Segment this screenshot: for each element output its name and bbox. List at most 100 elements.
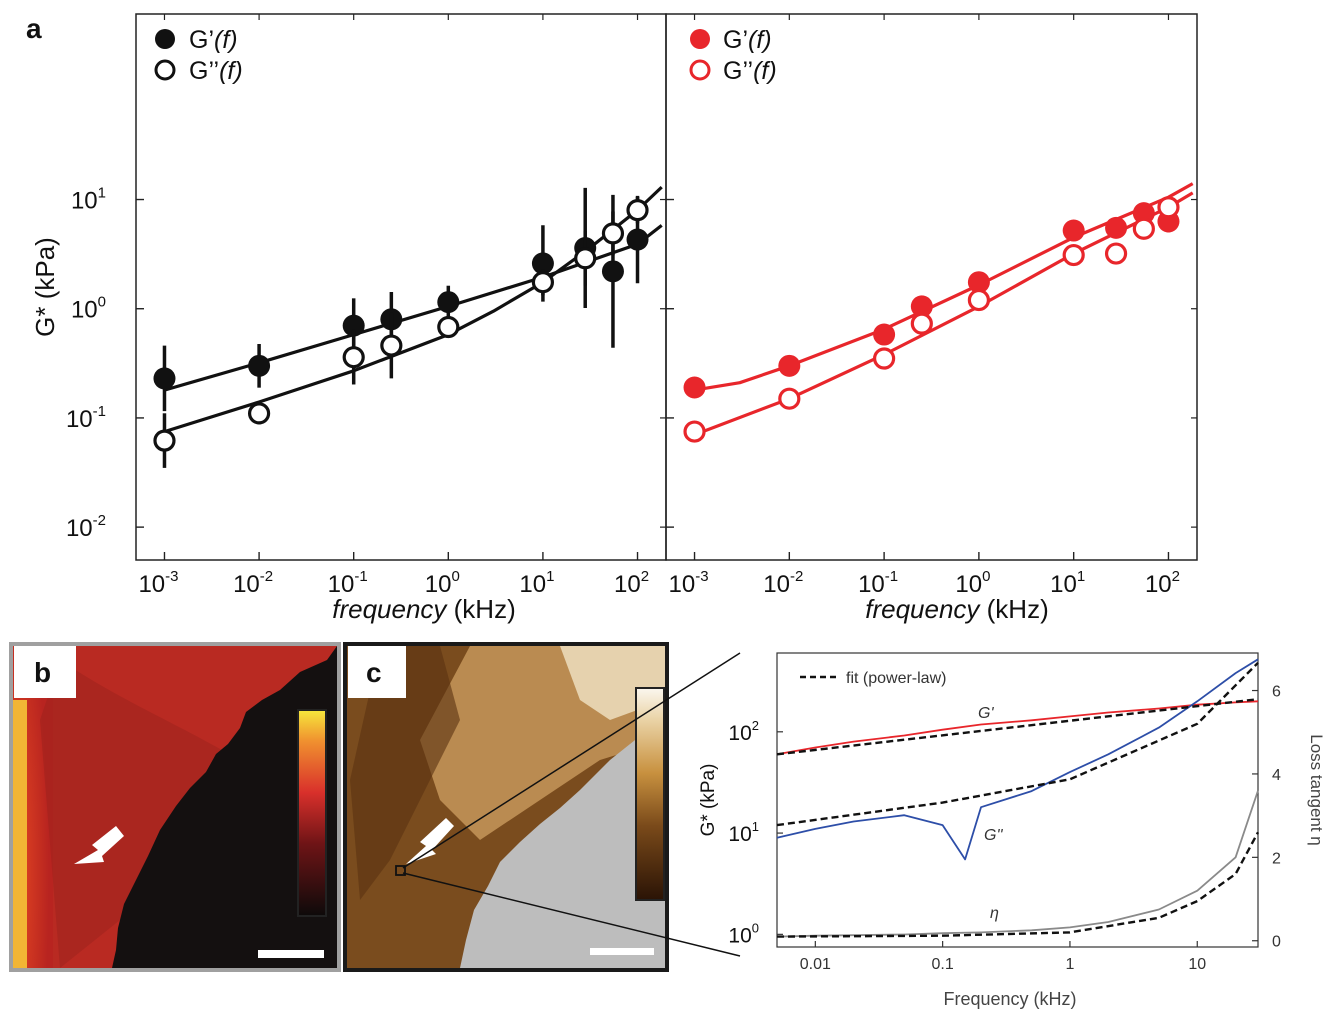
x-tick-label: 100 (955, 568, 990, 598)
data-point-open (683, 420, 706, 443)
panel-b-texture (40, 660, 240, 968)
data-point-filled (683, 376, 706, 399)
fit-line-dashed (776, 831, 1260, 938)
data-point-open (342, 346, 365, 369)
x-tick-label: 10-3 (138, 568, 178, 598)
data-point-filled (531, 252, 554, 275)
data-point-open (967, 288, 990, 312)
annotation-g-double-prime: G'' (984, 827, 1004, 844)
legend-right: G’(f) G’’(f) (689, 26, 777, 85)
panel-c-image: c (343, 642, 669, 972)
data-point-open (574, 247, 597, 270)
zoom-line-bottom (402, 872, 741, 957)
plot-frame-right (665, 13, 1198, 561)
data-point-filled (1132, 202, 1155, 225)
x-ticks-left: 10-3 10-2 10-1 100 101 102 (138, 14, 649, 598)
x-tick-label: 10-3 (669, 568, 709, 598)
data-point-open (437, 315, 460, 339)
y-tick-label: 10-2 (66, 512, 106, 542)
data-point-filled (1062, 219, 1085, 242)
data-point-open (1132, 217, 1155, 240)
chart-a-right: 10-3 10-2 10-1 100 101 102 G’(f) G’’(f) frequ… (665, 13, 1198, 624)
x-tick-label: 101 (519, 568, 554, 598)
x-tick-label: 102 (1145, 568, 1180, 598)
data-point-filled (601, 260, 624, 283)
legend-marker-filled (155, 29, 175, 49)
panel-c-label-box (348, 646, 406, 698)
series-line (776, 700, 1259, 756)
scale-bar-c (590, 948, 654, 955)
zoom-line-top (402, 652, 741, 869)
data-point-filled (873, 323, 896, 346)
scale-bar-b (258, 950, 324, 958)
fit-line-dashed (776, 698, 1259, 756)
y-tick-label: 102 (728, 718, 759, 745)
data-point-open (1062, 243, 1085, 267)
x-tick-label: 102 (614, 568, 649, 598)
panel-b-edge-yellow (13, 700, 27, 968)
y-tick-label: 100 (71, 294, 106, 324)
y2-tick-label: 6 (1272, 684, 1281, 701)
data-point-filled (967, 271, 990, 294)
x-axis-label-left: frequency (kHz) (332, 594, 516, 624)
arrow-icon (406, 818, 454, 864)
x-tick-label: 0.1 (932, 956, 954, 973)
series-line (776, 658, 1259, 861)
data-point-filled (910, 295, 933, 318)
data-point-open (873, 347, 896, 370)
fit-lines-spectrum (776, 661, 1260, 938)
selection-square (395, 865, 406, 876)
fit-line-1 (164, 185, 663, 434)
arrow-icon (74, 826, 124, 864)
legend-marker-open-red (689, 59, 711, 81)
chart-a-left: 10-2 10-1 100 101 10-3 10-2 10-1 100 101 102 G’(… (30, 13, 667, 624)
panel-label-c: c (366, 657, 382, 688)
x-axis-label-right: frequency (kHz) (865, 594, 1049, 624)
series-spectrum (776, 658, 1259, 938)
x-tick-label: 0.01 (800, 956, 831, 973)
data-point-open (380, 334, 403, 357)
series-line (776, 790, 1259, 938)
legend-label-g-prime-red: G’(f) (723, 26, 772, 54)
x-tick-label: 10-2 (763, 568, 803, 598)
y-axis-label-spectrum: G* (kPa) (698, 764, 719, 837)
y-tick-label: 100 (728, 920, 759, 947)
data-point-filled (342, 314, 365, 337)
data-point-open (910, 312, 933, 335)
legend-label-g-double-prime: G’’(f) (189, 57, 243, 85)
data-points-right (683, 196, 1180, 443)
legend-label-g-prime: G’(f) (189, 26, 238, 54)
annotation-eta: η (990, 905, 999, 922)
data-point-open (626, 199, 649, 222)
data-point-filled (437, 291, 460, 314)
legend-label-g-double-prime-red: G’’(f) (723, 57, 777, 85)
annotation-g-prime: G' (978, 705, 994, 722)
y2-axis-label-spectrum: Loss tangent η (1307, 734, 1323, 846)
data-point-open (1157, 196, 1180, 219)
fit-line-dashed (776, 661, 1259, 827)
y-axis-label-left: G* (kPa) (30, 237, 60, 337)
y-ticks-right (666, 198, 1197, 528)
data-point-open (1104, 242, 1128, 265)
x-tick-label: 10 (1188, 956, 1206, 973)
x-axis-label-spectrum: Frequency (kHz) (943, 989, 1076, 1009)
y2-tick-label: 2 (1272, 850, 1281, 867)
data-point-open (531, 271, 555, 294)
data-points-left (153, 187, 649, 468)
legend-marker-filled-red (690, 29, 710, 49)
panel-c-dark-band (350, 646, 460, 900)
panel-b-dark-region (112, 646, 337, 968)
x-tick-label: 10-2 (233, 568, 273, 598)
legend-fit-label: fit (power-law) (846, 670, 946, 687)
data-point-filled (248, 354, 271, 377)
ticks-spectrum: 0.01 0.1 1 10 100 101 102 0 2 4 6 (728, 684, 1281, 973)
plot-frame-spectrum (776, 652, 1259, 948)
fit-line-0 (694, 182, 1194, 392)
y2-tick-label: 0 (1272, 934, 1281, 951)
data-point-open (778, 387, 801, 410)
x-tick-label: 101 (1050, 568, 1085, 598)
panel-c-colorbar (635, 687, 665, 901)
data-point-filled (153, 367, 176, 390)
